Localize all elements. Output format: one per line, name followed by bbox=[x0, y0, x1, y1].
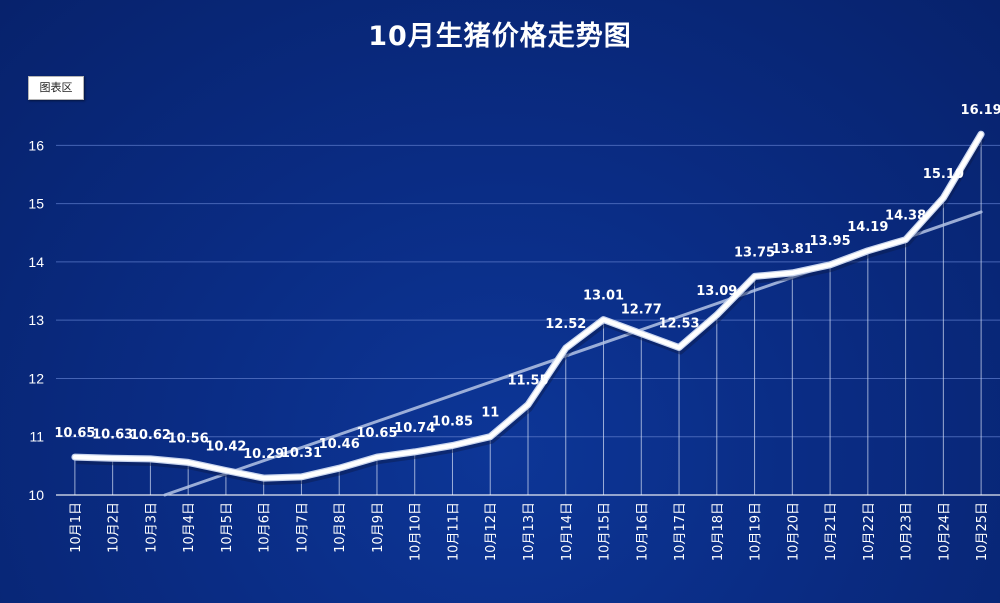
series-line bbox=[72, 131, 984, 481]
data-label: 13.01 bbox=[583, 289, 624, 304]
chart-title: 10月生猪价格走势图 bbox=[368, 21, 632, 52]
x-category-label: 10月6日 bbox=[258, 502, 273, 553]
y-tick-label: 10 bbox=[28, 487, 44, 503]
x-category-label: 10月1日 bbox=[69, 502, 84, 553]
x-category-label: 10月15日 bbox=[598, 502, 613, 561]
data-label: 10.29 bbox=[243, 447, 284, 462]
x-category-label: 10月7日 bbox=[295, 502, 310, 553]
data-label: 12.77 bbox=[621, 303, 662, 318]
x-category-label: 10月20日 bbox=[786, 502, 801, 561]
data-label: 10.63 bbox=[92, 427, 133, 442]
y-tick-label: 12 bbox=[28, 370, 44, 386]
data-label: 13.75 bbox=[734, 245, 775, 260]
x-category-label: 10月25日 bbox=[975, 502, 990, 561]
y-tick-label: 14 bbox=[28, 254, 44, 270]
series-shadow bbox=[76, 136, 986, 486]
data-label: 10.56 bbox=[168, 431, 209, 446]
data-label: 10.62 bbox=[130, 428, 171, 443]
chart-area-tooltip[interactable]: 图表区 bbox=[28, 76, 84, 100]
x-category-label: 10月10日 bbox=[409, 502, 424, 561]
data-label: 11.55 bbox=[507, 374, 548, 389]
drop-lines bbox=[74, 137, 982, 495]
x-category-label: 10月19日 bbox=[749, 502, 764, 561]
x-category-label: 10月13日 bbox=[522, 502, 537, 561]
data-label: 10.46 bbox=[319, 437, 360, 452]
x-category-label: 10月14日 bbox=[560, 502, 575, 561]
data-label: 10.42 bbox=[205, 440, 246, 455]
x-category-label: 10月8日 bbox=[333, 502, 348, 553]
x-category-label: 10月5日 bbox=[220, 502, 235, 553]
x-category-label: 10月22日 bbox=[862, 502, 877, 561]
data-labels: 10.6510.6310.6210.5610.4210.2910.3110.46… bbox=[54, 103, 1000, 462]
data-label: 14.38 bbox=[885, 209, 926, 224]
data-label: 10.65 bbox=[54, 426, 95, 441]
y-axis-ticks: 10 11 12 13 14 15 16 bbox=[28, 137, 44, 503]
gridlines bbox=[56, 144, 1000, 438]
data-label: 14.19 bbox=[847, 220, 888, 235]
data-label: 12.53 bbox=[658, 317, 699, 332]
data-label: 10.65 bbox=[356, 426, 397, 441]
data-label: 10.31 bbox=[281, 446, 322, 461]
x-category-label: 10月11日 bbox=[446, 502, 461, 561]
y-tick-label: 15 bbox=[28, 196, 44, 212]
series-group bbox=[71, 130, 986, 486]
data-label: 11 bbox=[481, 406, 499, 421]
data-label: 15.10 bbox=[923, 167, 964, 182]
data-label: 13.81 bbox=[772, 242, 813, 257]
data-label: 13.09 bbox=[696, 284, 737, 299]
x-category-label: 10月17日 bbox=[673, 502, 688, 561]
x-category-label: 10月3日 bbox=[144, 502, 159, 553]
x-category-label: 10月12日 bbox=[484, 502, 499, 561]
data-label: 10.74 bbox=[394, 421, 435, 436]
x-category-label: 10月9日 bbox=[371, 502, 386, 553]
y-tick-label: 16 bbox=[28, 137, 44, 153]
data-label: 16.19 bbox=[961, 103, 1000, 118]
x-category-label: 10月2日 bbox=[107, 502, 122, 553]
x-axis-categories: 10月1日 10月2日 10月3日 10月4日 10月5日 10月6日 10月7日 10月8日… bbox=[69, 502, 990, 561]
data-label: 12.52 bbox=[545, 317, 586, 332]
y-tick-label: 13 bbox=[28, 312, 44, 328]
y-tick-label: 11 bbox=[29, 429, 44, 445]
data-label: 13.95 bbox=[810, 234, 851, 249]
x-category-label: 10月21日 bbox=[824, 502, 839, 561]
x-category-label: 10月18日 bbox=[711, 502, 726, 561]
x-category-label: 10月23日 bbox=[900, 502, 915, 561]
data-label: 10.85 bbox=[432, 414, 473, 429]
x-category-label: 10月16日 bbox=[635, 502, 650, 561]
x-category-label: 10月24日 bbox=[937, 502, 952, 561]
x-category-label: 10月4日 bbox=[182, 502, 197, 553]
